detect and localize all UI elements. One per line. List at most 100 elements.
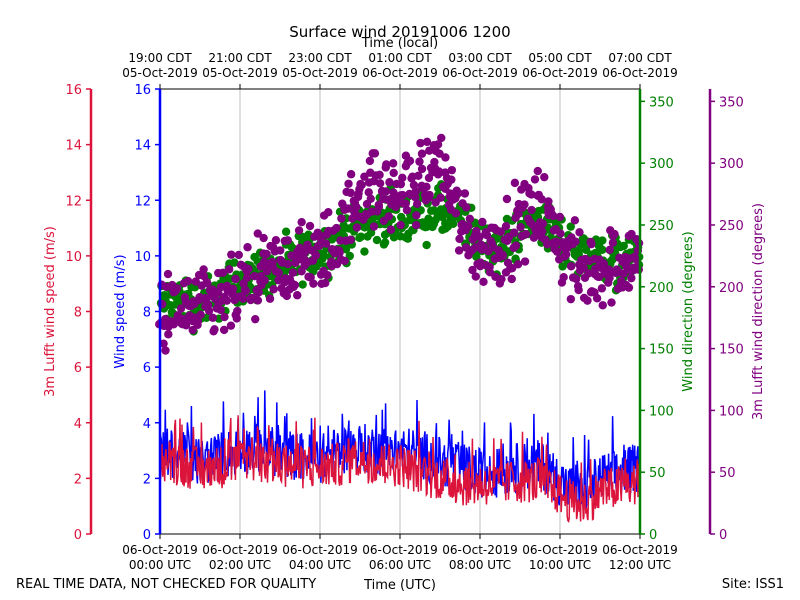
scatter-point: [441, 153, 450, 162]
scatter-point: [370, 149, 380, 158]
scatter-point: [471, 272, 480, 281]
x-tick-label: 00:00 UTC: [129, 558, 191, 572]
top-tick-label: 05-Oct-2019: [122, 66, 198, 80]
scatter-point: [346, 170, 356, 179]
scatter-point: [555, 212, 565, 222]
x-tick-label: 06-Oct-2019: [282, 543, 358, 557]
scatter-point: [276, 246, 285, 255]
y-tick-label: 150: [719, 343, 744, 358]
scatter-point: [243, 243, 252, 252]
scatter-point: [422, 137, 432, 147]
scatter-point: [520, 200, 529, 209]
scatter-point: [253, 296, 263, 305]
scatter-point: [204, 306, 214, 315]
x-tick-label: 02:00 UTC: [209, 558, 271, 572]
top-axis-label: Time (local): [361, 36, 438, 51]
scatter-point: [294, 226, 304, 235]
scatter-point: [274, 268, 283, 278]
scatter-point: [254, 288, 263, 297]
scatter-point: [176, 304, 186, 313]
scatter-point: [220, 312, 229, 322]
quality-disclaimer: REAL TIME DATA, NOT CHECKED FOR QUALITY: [16, 577, 316, 592]
top-tick-label: 05-Oct-2019: [202, 66, 278, 80]
scatter-point: [407, 174, 416, 183]
scatter-point: [283, 236, 293, 245]
y-tick-label: 6: [143, 361, 151, 376]
scatter-point: [433, 140, 443, 149]
scatter-point: [181, 321, 191, 330]
y-tick-label: 0: [74, 528, 82, 543]
y-tick-label: 8: [143, 306, 151, 321]
x-tick-label: 06-Oct-2019: [202, 543, 278, 557]
scatter-point: [605, 273, 614, 283]
scatter-point: [402, 205, 412, 215]
scatter-point: [538, 219, 548, 228]
scatter-point: [544, 197, 553, 206]
scatter-point: [516, 222, 525, 232]
site-label: Site: ISS1: [722, 577, 784, 592]
scatter-point: [334, 246, 344, 255]
top-tick-label: 06-Oct-2019: [362, 66, 438, 80]
scatter-point: [405, 156, 415, 166]
scatter-point: [631, 254, 640, 264]
scatter-point: [222, 296, 232, 305]
scatter-point: [510, 178, 520, 188]
scatter-point: [502, 194, 512, 204]
scatter-point: [180, 293, 190, 302]
y-tick-label: 16: [65, 83, 82, 98]
scatter-point: [219, 325, 229, 335]
scatter-point: [498, 250, 507, 260]
scatter-point: [375, 179, 385, 188]
scatter-point: [540, 172, 549, 182]
scatter-point: [332, 223, 341, 233]
scatter-point: [218, 268, 228, 277]
scatter-point: [425, 190, 434, 200]
scatter-point: [513, 260, 523, 269]
scatter-point: [344, 179, 353, 188]
scatter-point: [598, 245, 607, 254]
scatter-point: [527, 205, 536, 215]
scatter-point: [511, 241, 521, 250]
scatter-point: [297, 217, 306, 227]
scatter-point: [478, 217, 487, 227]
scatter-point: [321, 239, 331, 248]
top-tick-label: 06-Oct-2019: [602, 66, 678, 80]
scatter-point: [556, 229, 565, 238]
top-tick-label: 06-Oct-2019: [522, 66, 598, 80]
y-tick-label: 2: [143, 472, 151, 487]
x-tick-label: 06-Oct-2019: [362, 543, 438, 557]
scatter-point: [269, 285, 278, 294]
scatter-point: [496, 227, 506, 236]
scatter-point: [389, 188, 398, 197]
scatter-point: [561, 250, 571, 259]
scatter-point: [566, 222, 575, 231]
scatter-point: [389, 168, 398, 178]
scatter-point: [375, 170, 384, 179]
scatter-point: [265, 294, 275, 303]
scatter-point: [412, 199, 422, 209]
scatter-point: [385, 178, 394, 187]
scatter-point: [191, 277, 200, 286]
y-tick-label: 8: [74, 306, 82, 321]
scatter-point: [415, 157, 424, 166]
scatter-point: [592, 294, 602, 303]
top-tick-label: 01:00 CDT: [368, 51, 432, 65]
scatter-point: [360, 247, 369, 256]
scatter-point: [599, 259, 609, 268]
x-tick-label: 06-Oct-2019: [602, 543, 678, 557]
scatter-point: [574, 285, 583, 295]
y-tick-label: 6: [74, 361, 82, 376]
scatter-point: [253, 229, 262, 238]
scatter-point: [381, 187, 391, 196]
scatter-point: [380, 238, 390, 247]
scatter-point: [451, 209, 461, 218]
scatter-point: [238, 294, 248, 303]
scatter-point: [607, 298, 616, 307]
scatter-point: [619, 269, 628, 278]
top-tick-label: 23:00 CDT: [288, 51, 352, 65]
y-tick-label: 150: [649, 343, 674, 358]
top-tick-label: 19:00 CDT: [128, 51, 192, 65]
scatter-point: [262, 249, 271, 259]
scatter-point: [619, 241, 628, 251]
scatter-point: [447, 165, 457, 175]
